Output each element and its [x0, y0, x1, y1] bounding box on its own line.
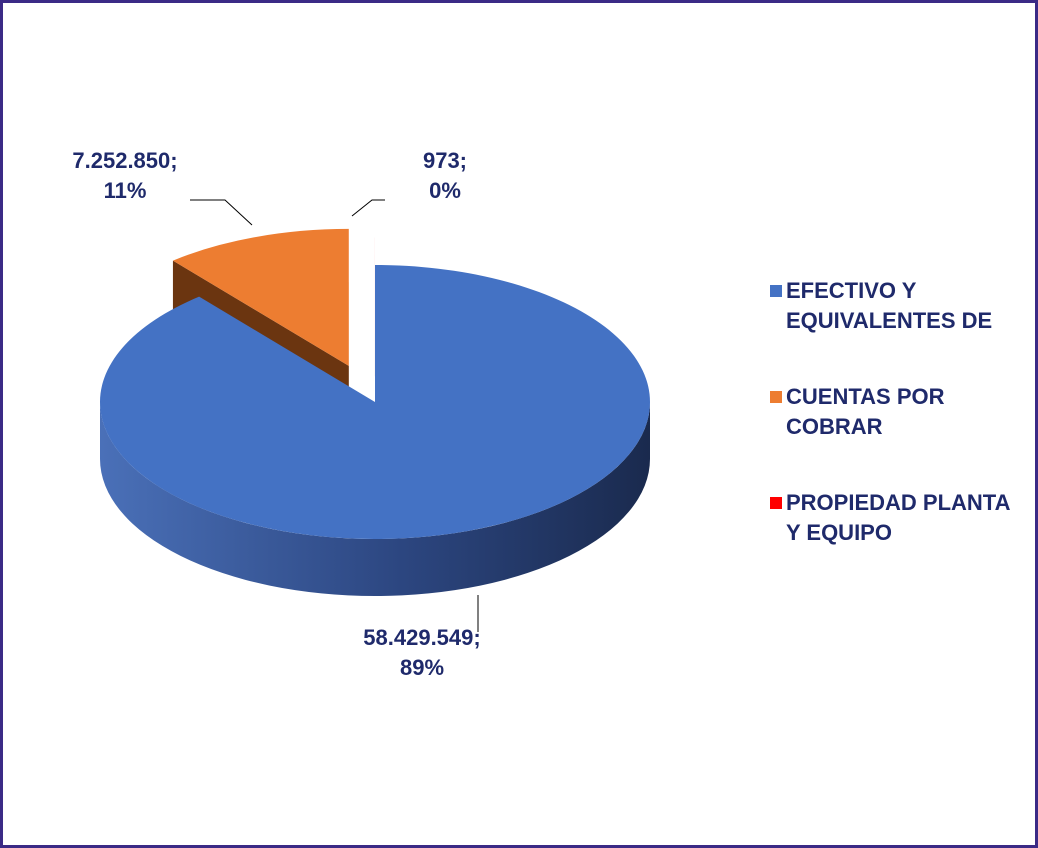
legend-label: CUENTAS POR COBRAR — [786, 384, 945, 439]
slice-wall — [100, 402, 650, 596]
leader-line — [190, 199, 253, 226]
leader-line — [351, 199, 385, 217]
legend-label: PROPIEDAD PLANTA Y EQUIPO — [786, 490, 1011, 545]
pie-slice — [172, 228, 349, 366]
legend-label: EFECTIVO Y EQUIVALENTES DE — [786, 278, 992, 333]
data-label: 973; 0% — [423, 148, 467, 203]
legend-swatch — [770, 285, 782, 297]
legend-swatch — [770, 391, 782, 403]
data-label: 7.252.850; 11% — [72, 148, 177, 203]
legend-swatch — [770, 497, 782, 509]
data-label: 58.429.549; 89% — [363, 625, 480, 680]
pie-slice — [100, 265, 651, 539]
